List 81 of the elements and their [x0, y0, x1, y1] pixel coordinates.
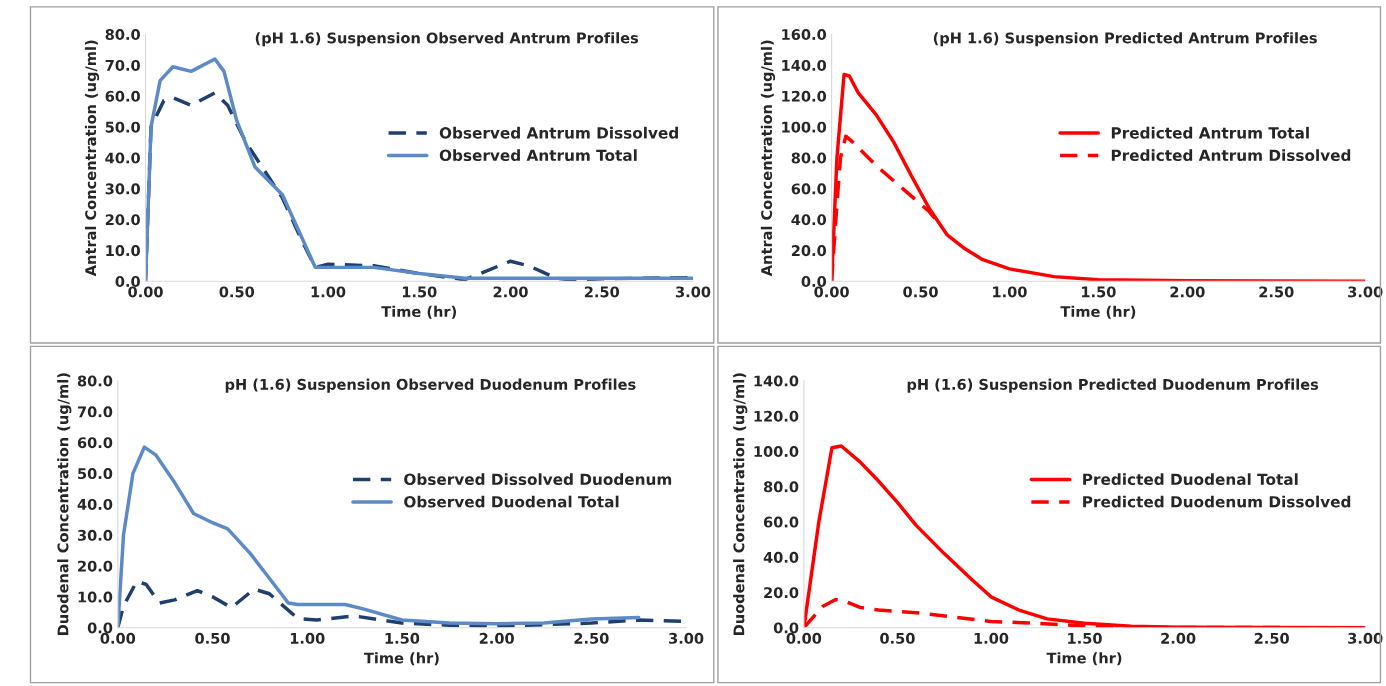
y-tick-label: 80.0 [763, 481, 799, 493]
x-tick-label: 1.00 [311, 286, 346, 298]
x-tick-label: 1.50 [385, 632, 420, 644]
x-axis-title: Time (hr) [1060, 305, 1136, 319]
y-tick-label: 80.0 [77, 375, 113, 387]
x-tick-label: 2.50 [1254, 632, 1289, 644]
y-tick-label: 100.0 [754, 446, 799, 458]
x-tick-label: 1.50 [1082, 286, 1116, 298]
x-tick-label: 0.50 [903, 286, 938, 298]
x-tick-label: 0.50 [219, 286, 255, 298]
legend-label: Observed Antrum Total [439, 149, 637, 162]
legend-label: Predicted Duodenum Dissolved [1083, 495, 1351, 508]
x-tick-label: 2.00 [1161, 632, 1196, 644]
y-axis-title: Duodenal Concentration (ug/ml) [57, 373, 72, 636]
x-tick-label: 0.50 [195, 632, 230, 644]
y-tick-label: 80.0 [105, 29, 140, 41]
y-tick-label: 20.0 [105, 214, 140, 226]
x-tick-label: 0.00 [814, 286, 849, 298]
y-tick-label: 0.0 [115, 275, 140, 288]
y-tick-label: 60.0 [763, 516, 799, 528]
y-tick-label: 20.0 [78, 560, 113, 572]
x-tick-label: 2.00 [493, 286, 528, 298]
legend-label: Observed Duodenal Total [404, 495, 619, 508]
y-tick-label: 0.0 [87, 622, 113, 634]
chart-title: pH (1.6) Suspension Observed Duodenum Profiles [225, 378, 636, 393]
x-axis-title: Time (hr) [364, 652, 439, 666]
y-tick-label: 160.0 [782, 29, 827, 41]
y-tick-label: 0.0 [773, 622, 799, 634]
y-tick-label: 10.0 [106, 245, 140, 257]
legend-label: Predicted Antrum Total [1111, 126, 1309, 139]
chart-title: (pH 1.6) Suspension Predicted Antrum Profiles [933, 32, 1317, 47]
y-tick-label: 20.0 [791, 245, 827, 257]
y-tick-label: 100.0 [782, 121, 827, 133]
y-tick-label: 70.0 [77, 406, 113, 418]
x-tick-label: 1.00 [974, 632, 1009, 644]
x-tick-label: 2.00 [479, 632, 514, 644]
y-tick-label: 60.0 [791, 183, 827, 195]
x-tick-label: 1.00 [993, 286, 1027, 298]
x-axis-title: Time (hr) [381, 305, 457, 319]
y-tick-label: 40.0 [77, 498, 113, 510]
legend-label: Observed Dissolved Duodenum [404, 473, 672, 486]
y-tick-label: 120.0 [782, 90, 827, 102]
y-tick-label: 140.0 [782, 59, 827, 71]
y-tick-label: 60.0 [77, 437, 113, 449]
x-tick-label: 1.50 [1068, 632, 1102, 644]
y-tick-label: 10.0 [78, 591, 113, 603]
x-tick-label: 1.00 [290, 632, 325, 644]
x-tick-label: 0.00 [128, 286, 163, 298]
y-tick-label: 60.0 [105, 90, 140, 102]
x-tick-label: 3.00 [669, 632, 704, 644]
y-tick-label: 50.0 [78, 468, 113, 480]
y-axis-title: Antral Concentration (ug/ml) [760, 40, 776, 277]
legend-label: Predicted Duodenal Total [1083, 473, 1298, 486]
y-tick-label: 30.0 [105, 183, 140, 195]
y-tick-label: 50.0 [105, 121, 140, 133]
y-tick-label: 30.0 [77, 529, 113, 541]
legend-label: Observed Antrum Dissolved [439, 126, 678, 139]
y-tick-label: 40.0 [763, 551, 799, 563]
y-tick-label: 40.0 [791, 214, 827, 226]
y-axis-title: Duodenal Concentration (ug/ml) [733, 373, 748, 636]
x-tick-label: 2.50 [1259, 286, 1294, 298]
y-tick-label: 70.0 [105, 59, 140, 71]
y-tick-label: 120.0 [754, 410, 799, 422]
chart-title: (pH 1.6) Suspension Observed Antrum Profiles [255, 32, 639, 47]
x-tick-label: 2.50 [584, 286, 620, 298]
x-tick-label: 0.50 [880, 632, 915, 644]
y-tick-label: 0.0 [801, 275, 827, 288]
x-tick-label: 0.00 [100, 632, 136, 644]
x-tick-label: 0.00 [786, 632, 822, 644]
x-axis-title: Time (hr) [1046, 652, 1122, 666]
y-tick-label: 40.0 [105, 152, 140, 164]
x-tick-label: 2.00 [1170, 286, 1205, 298]
y-tick-label: 140.0 [754, 375, 799, 387]
x-tick-label: 3.00 [675, 286, 711, 298]
chart-title: pH (1.6) Suspension Predicted Duodenum Profiles [907, 378, 1319, 393]
legend-label: Predicted Antrum Dissolved [1111, 149, 1351, 162]
y-tick-label: 80.0 [791, 152, 827, 164]
y-axis-title: Antral Concentration (ug/ml) [84, 40, 100, 277]
y-tick-label: 20.0 [764, 587, 799, 599]
x-tick-label: 2.50 [574, 632, 609, 644]
x-tick-label: 1.50 [402, 286, 437, 298]
